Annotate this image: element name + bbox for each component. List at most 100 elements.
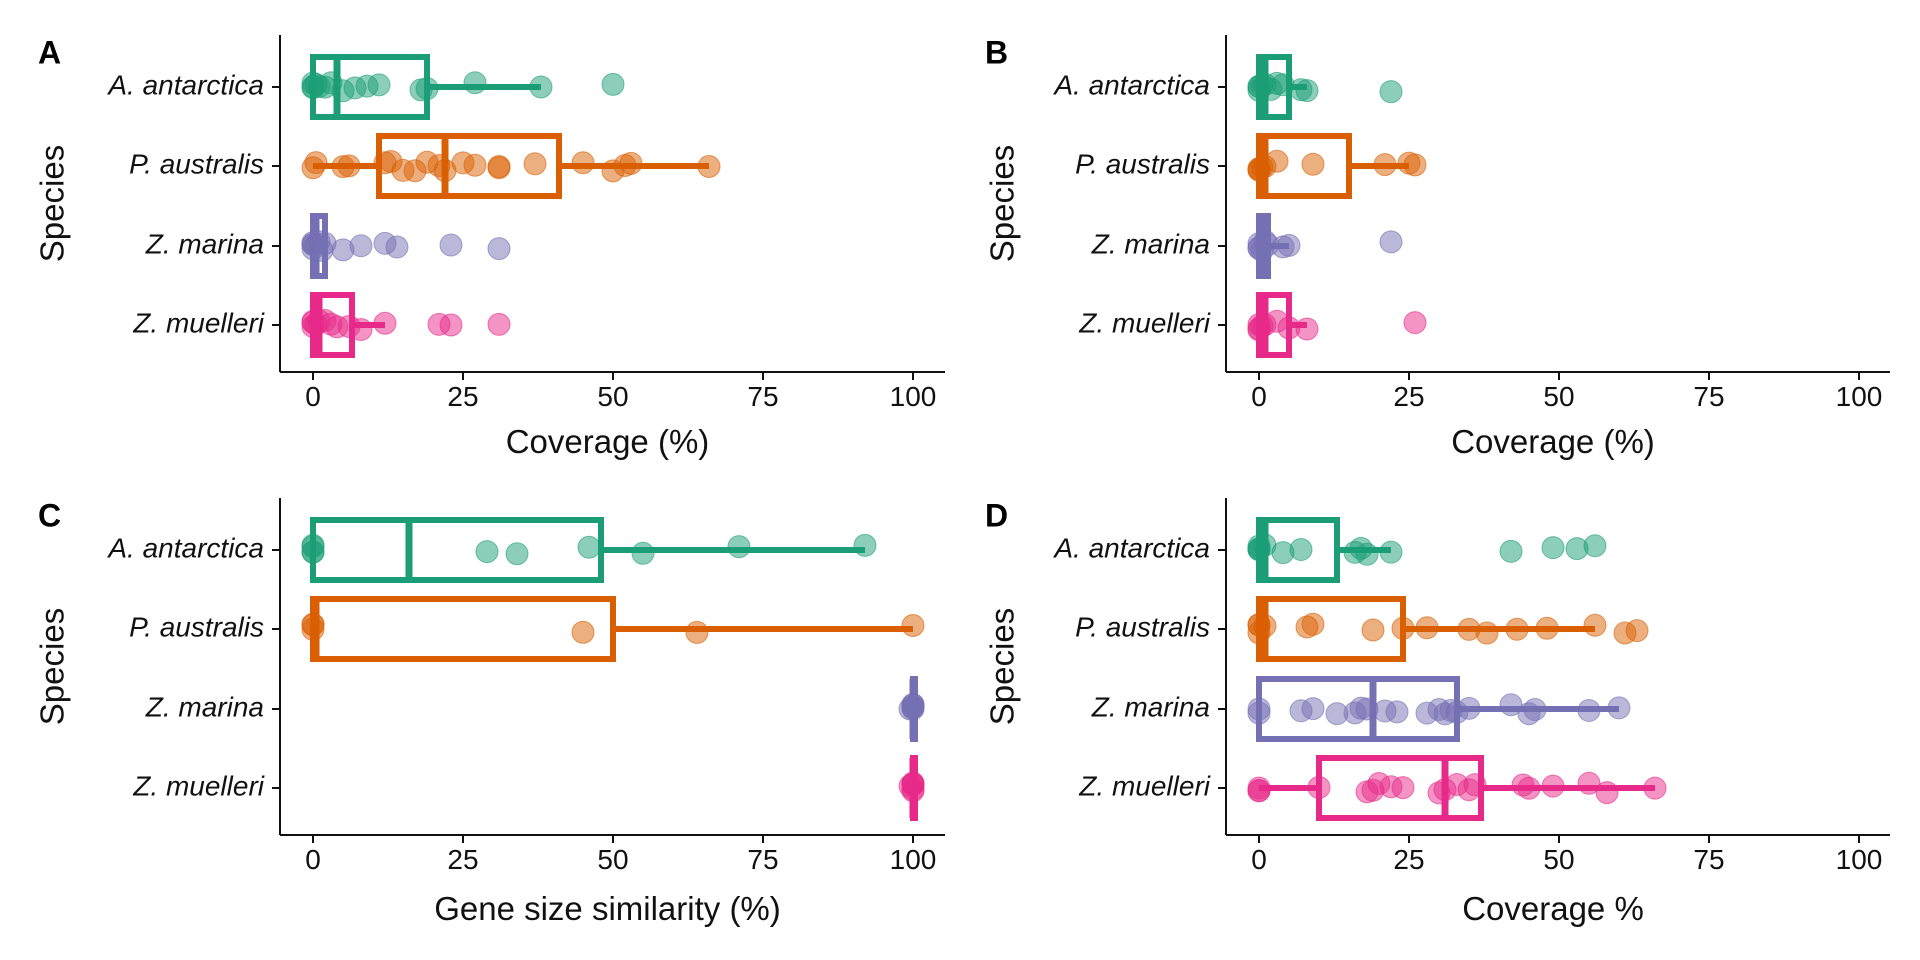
y-tick-label: P. australis (129, 148, 264, 179)
y-tick-label: P. australis (1075, 611, 1210, 642)
box (310, 596, 616, 662)
x-tick-label: 0 (305, 381, 321, 412)
data-point (1301, 697, 1325, 721)
panel-b: B 0 25 50 75 100 Coverage (%) Species A. antarct… (984, 34, 1890, 460)
x-tick-label: 25 (447, 381, 478, 412)
data-point (1247, 776, 1271, 800)
y-tick-label: Z. muelleri (132, 770, 264, 801)
data-point (901, 772, 925, 796)
data-point (373, 311, 397, 335)
x-tick-label: 75 (1693, 844, 1724, 875)
x-tick-label: 75 (747, 844, 778, 875)
data-point (487, 156, 511, 180)
y-tick-label: A. antarctica (1052, 532, 1210, 563)
data-point (697, 154, 721, 178)
data-point (1295, 79, 1319, 103)
data-point (1583, 613, 1607, 637)
data-point (571, 151, 595, 175)
data-point (367, 73, 391, 97)
data-point (1301, 612, 1325, 636)
panel-letter: A (38, 34, 61, 70)
series-p-australis (1247, 133, 1427, 199)
x-tick-label: 100 (890, 381, 937, 412)
data-point (1385, 700, 1409, 724)
data-point (505, 542, 529, 566)
x-tick-label: 50 (1543, 844, 1574, 875)
series-z-muelleri (1247, 755, 1667, 821)
data-point (475, 540, 499, 564)
data-point (571, 620, 595, 644)
panel-letter: C (38, 497, 61, 533)
y-tick-label: P. australis (1075, 148, 1210, 179)
data-point (1373, 153, 1397, 177)
data-point (337, 154, 361, 178)
data-point (1595, 781, 1619, 805)
data-point (301, 540, 325, 564)
x-tick-label: 25 (1393, 844, 1424, 875)
x-axis-title: Gene size similarity (%) (434, 890, 781, 927)
panel-d: D 0 25 50 75 100 Coverage % Species A. antarctic… (984, 497, 1890, 927)
series-z-muelleri (1247, 292, 1427, 358)
series-z-muelleri (898, 755, 925, 821)
series-p-australis (301, 596, 925, 662)
y-tick-label: Z. muelleri (1078, 307, 1210, 338)
y-tick-label: A. antarctica (106, 69, 264, 100)
data-point (1307, 775, 1331, 799)
data-point (577, 535, 601, 559)
x-tick-label: 100 (1836, 844, 1883, 875)
x-tick-label: 25 (447, 844, 478, 875)
data-point (1517, 776, 1541, 800)
panel-a: A 0 25 50 75 100 Coverage (%) Species A. antarct… (34, 34, 945, 460)
data-point (619, 151, 643, 175)
x-axis-title: Coverage % (1462, 890, 1644, 927)
series-z-marina (301, 213, 511, 279)
series-a-antarctica (1247, 517, 1607, 583)
data-point (1247, 701, 1271, 725)
y-axis-title: Species (34, 145, 71, 262)
y-axis-title: Species (984, 145, 1021, 262)
data-point (1361, 618, 1385, 642)
y-tick-label: Z. muelleri (132, 307, 264, 338)
data-point (1289, 538, 1313, 562)
data-point (529, 75, 553, 99)
data-point (1625, 619, 1649, 643)
data-point (439, 313, 463, 337)
data-point (304, 151, 328, 175)
x-tick-label: 25 (1393, 381, 1424, 412)
data-point (1475, 621, 1499, 645)
x-tick-label: 75 (747, 381, 778, 412)
data-point (727, 535, 751, 559)
y-tick-label: Z. marina (145, 691, 264, 722)
series-z-marina (1247, 676, 1631, 742)
x-tick-label: 0 (305, 844, 321, 875)
data-point (1403, 153, 1427, 177)
data-point (1523, 698, 1547, 722)
data-point (1253, 614, 1277, 638)
data-point (1457, 696, 1481, 720)
data-point (1505, 617, 1529, 641)
data-point (1295, 317, 1319, 341)
y-axis-title: Species (34, 608, 71, 725)
data-point (1463, 773, 1487, 797)
data-point (1391, 776, 1415, 800)
data-point (601, 72, 625, 96)
data-point (1577, 699, 1601, 723)
y-tick-label: P. australis (129, 611, 264, 642)
series-z-marina (898, 676, 925, 742)
data-point (349, 318, 373, 342)
y-axis-title: Species (984, 608, 1021, 725)
data-point (487, 237, 511, 261)
x-tick-label: 50 (1543, 381, 1574, 412)
y-tick-label: A. antarctica (106, 532, 264, 563)
data-point (1379, 540, 1403, 564)
x-tick-label: 75 (1693, 381, 1724, 412)
data-point (463, 71, 487, 95)
box (310, 517, 604, 583)
data-point (301, 617, 325, 641)
data-point (385, 235, 409, 259)
data-point (1403, 311, 1427, 335)
data-point (1265, 149, 1289, 173)
data-point (631, 541, 655, 565)
data-point (487, 312, 511, 336)
